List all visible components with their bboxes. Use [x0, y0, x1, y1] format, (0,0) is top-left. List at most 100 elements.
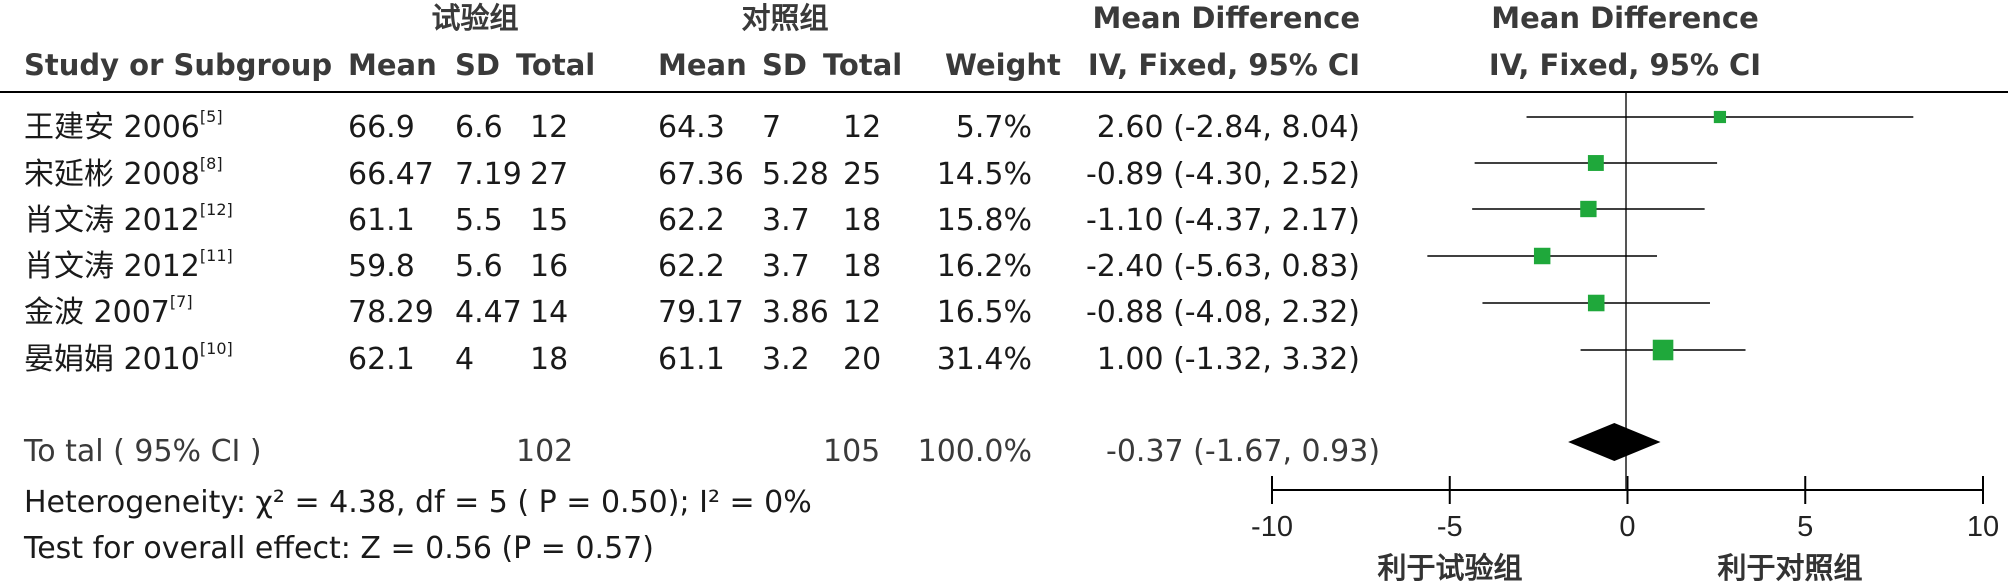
cell-exp-mean: 61.1 — [348, 203, 415, 238]
cell-ctl-sd: 3.7 — [762, 203, 810, 238]
favours-experimental-label: 利于试验组 — [1377, 551, 1522, 582]
x-tick-label: 5 — [1797, 511, 1813, 543]
total-ctl-count: 105 — [823, 434, 881, 469]
favours-control-label: 利于对照组 — [1717, 551, 1862, 582]
study-name: 晏娟娟 2010[10] — [24, 341, 233, 377]
cell-exp-total: 27 — [530, 157, 569, 192]
cell-exp-sd: 4 — [455, 342, 475, 377]
study-reference: [12] — [199, 200, 233, 219]
study-reference: [10] — [199, 339, 233, 358]
study-reference: [11] — [199, 246, 233, 265]
column-ctl-sd-header: SD — [762, 48, 807, 82]
cell-ctl-sd: 3.2 — [762, 342, 810, 377]
study-name-text: 宋延彬 2008 — [24, 157, 200, 192]
cell-exp-total: 16 — [530, 249, 569, 284]
cell-ctl-mean: 67.36 — [658, 157, 744, 192]
column-exp-mean-header: Mean — [348, 48, 437, 82]
x-tick-label: 10 — [1967, 511, 1999, 543]
x-tick-label: -10 — [1251, 511, 1293, 543]
study-name: 金波 2007[7] — [24, 294, 193, 330]
cell-exp-sd: 5.5 — [455, 203, 503, 238]
study-name-text: 肖文涛 2012 — [24, 249, 200, 284]
experimental-group-header: 试验组 — [431, 1, 519, 35]
cell-exp-sd: 7.19 — [455, 157, 522, 192]
cell-exp-mean: 59.8 — [348, 249, 415, 284]
column-study-header: Study or Subgroup — [24, 48, 333, 82]
total-exp-count: 102 — [516, 434, 574, 469]
cell-ctl-total: 18 — [843, 249, 882, 284]
x-tick-label: 0 — [1619, 511, 1635, 543]
cell-exp-sd: 4.47 — [455, 295, 522, 330]
cell-weight: 31.4% — [936, 342, 1032, 377]
cell-exp-mean: 62.1 — [348, 342, 415, 377]
cell-ctl-total: 25 — [843, 157, 882, 192]
study-name-text: 晏娟娟 2010 — [24, 342, 200, 377]
effect-marker — [1587, 294, 1605, 312]
x-tick-label: -5 — [1437, 511, 1463, 543]
column-exp-total-header: Total — [516, 48, 596, 82]
cell-ctl-total: 20 — [843, 342, 882, 377]
cell-exp-mean: 66.9 — [348, 110, 415, 145]
study-name: 肖文涛 2012[11] — [24, 248, 233, 284]
cell-ctl-mean: 62.2 — [658, 249, 725, 284]
column-exp-sd-header: SD — [455, 48, 500, 82]
cell-exp-total: 14 — [530, 295, 569, 330]
effect-marker — [1587, 155, 1604, 171]
ci-label-right: IV, Fixed, 95% CI — [1488, 48, 1762, 82]
study-name: 王建安 2006[5] — [24, 109, 223, 145]
md-title-right: Mean Difference — [1491, 1, 1759, 35]
cell-exp-mean: 78.29 — [348, 295, 434, 330]
cell-ctl-sd: 7 — [762, 110, 782, 145]
heterogeneity-text: Heterogeneity: χ² = 4.38, df = 5 ( P = 0… — [24, 485, 812, 520]
cell-weight: 14.5% — [936, 157, 1032, 192]
total-weight: 100.0% — [917, 434, 1032, 469]
cell-ci-text: 2.60 (-2.84, 8.04) — [1096, 110, 1360, 145]
column-weight-header: Weight — [945, 48, 1061, 82]
cell-ctl-mean: 64.3 — [658, 110, 725, 145]
cell-ctl-sd: 3.7 — [762, 249, 810, 284]
cell-ctl-sd: 3.86 — [762, 295, 829, 330]
pooled-diamond — [1568, 423, 1661, 461]
overall-effect-text: Test for overall effect: Z = 0.56 (P = 0… — [24, 531, 654, 566]
effect-marker — [1652, 339, 1674, 361]
study-name-text: 金波 2007 — [24, 295, 170, 330]
cell-ctl-mean: 62.2 — [658, 203, 725, 238]
study-name: 肖文涛 2012[12] — [24, 202, 233, 238]
cell-ci-text: 1.00 (-1.32, 3.32) — [1096, 342, 1360, 377]
column-ctl-mean-header: Mean — [658, 48, 747, 82]
cell-exp-total: 18 — [530, 342, 569, 377]
cell-ctl-total: 12 — [843, 295, 882, 330]
effect-marker — [1713, 110, 1727, 124]
study-name-text: 王建安 2006 — [24, 110, 200, 145]
effect-marker — [1580, 200, 1597, 218]
cell-ctl-sd: 5.28 — [762, 157, 829, 192]
study-reference: [5] — [199, 107, 223, 126]
cell-weight: 15.8% — [936, 203, 1032, 238]
total-ci-text: -0.37 (-1.67, 0.93) — [1106, 434, 1381, 469]
cell-exp-sd: 6.6 — [455, 110, 503, 145]
cell-weight: 16.2% — [936, 249, 1032, 284]
study-reference: [8] — [199, 154, 223, 173]
header-divider — [0, 91, 2008, 93]
cell-exp-mean: 66.47 — [348, 157, 434, 192]
cell-ctl-mean: 61.1 — [658, 342, 725, 377]
total-label: To tal ( 95% CI ) — [24, 434, 262, 469]
cell-ci-text: -0.89 (-4.30, 2.52) — [1085, 157, 1360, 192]
cell-ctl-total: 18 — [843, 203, 882, 238]
cell-ci-text: -0.88 (-4.08, 2.32) — [1085, 295, 1360, 330]
cell-ctl-mean: 79.17 — [658, 295, 744, 330]
study-name-text: 肖文涛 2012 — [24, 203, 200, 238]
ci-label-left: IV, Fixed, 95% CI — [1087, 48, 1360, 82]
study-name: 宋延彬 2008[8] — [24, 156, 223, 192]
study-reference: [7] — [169, 292, 193, 311]
cell-ci-text: -1.10 (-4.37, 2.17) — [1085, 203, 1360, 238]
cell-weight: 5.7% — [955, 110, 1032, 145]
effect-marker — [1533, 247, 1551, 265]
control-group-header: 对照组 — [741, 1, 829, 35]
md-title-left: Mean Difference — [1092, 1, 1361, 35]
cell-exp-sd: 5.6 — [455, 249, 503, 284]
cell-exp-total: 12 — [530, 110, 569, 145]
column-ctl-total-header: Total — [823, 48, 903, 82]
cell-ci-text: -2.40 (-5.63, 0.83) — [1085, 249, 1360, 284]
